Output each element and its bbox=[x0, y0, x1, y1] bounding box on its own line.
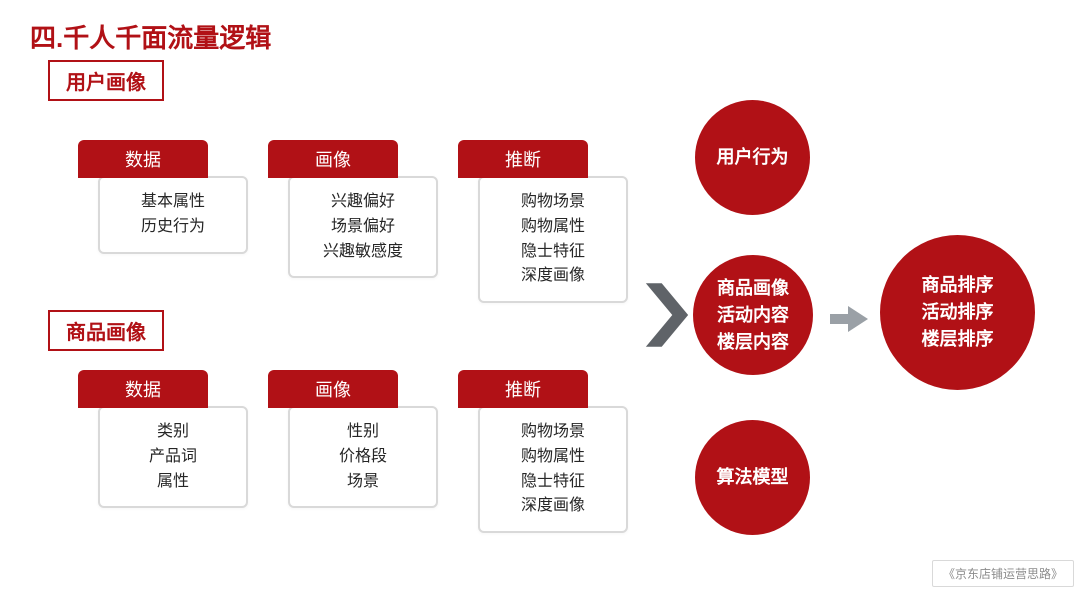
card-line: 历史行为 bbox=[118, 215, 228, 240]
section-label-1: 商品画像 bbox=[48, 310, 164, 351]
card-line: 兴趣敏感度 bbox=[308, 240, 418, 265]
card-group-2: 推断购物场景购物属性隐士特征深度画像 bbox=[458, 140, 628, 303]
card-line: 购物场景 bbox=[498, 190, 608, 215]
circle-node-2: 算法模型 bbox=[695, 420, 810, 535]
card-body: 性别价格段场景 bbox=[288, 406, 438, 508]
circle-line: 算法模型 bbox=[717, 464, 789, 491]
footer-credit: 《京东店铺运营思路》 bbox=[932, 560, 1074, 587]
card-line: 属性 bbox=[118, 470, 228, 495]
circle-line: 楼层内容 bbox=[717, 329, 789, 356]
card-body: 基本属性历史行为 bbox=[98, 176, 248, 254]
card-line: 产品词 bbox=[118, 445, 228, 470]
card-line: 场景偏好 bbox=[308, 215, 418, 240]
card-header: 画像 bbox=[268, 370, 398, 408]
card-line: 价格段 bbox=[308, 445, 418, 470]
section-label-0: 用户画像 bbox=[48, 60, 164, 101]
circle-line: 活动内容 bbox=[717, 302, 789, 329]
card-line: 兴趣偏好 bbox=[308, 190, 418, 215]
card-body: 购物场景购物属性隐士特征深度画像 bbox=[478, 406, 628, 533]
card-line: 类别 bbox=[118, 420, 228, 445]
card-group-3: 数据类别产品词属性 bbox=[78, 370, 248, 508]
card-line: 基本属性 bbox=[118, 190, 228, 215]
circle-node-3: 商品排序活动排序楼层排序 bbox=[880, 235, 1035, 390]
card-header: 推断 bbox=[458, 370, 588, 408]
card-header: 数据 bbox=[78, 140, 208, 178]
card-line: 购物属性 bbox=[498, 445, 608, 470]
chevron-right-icon bbox=[640, 278, 694, 357]
card-group-4: 画像性别价格段场景 bbox=[268, 370, 438, 508]
arrow-right-icon bbox=[830, 304, 870, 339]
card-line: 性别 bbox=[308, 420, 418, 445]
card-body: 兴趣偏好场景偏好兴趣敏感度 bbox=[288, 176, 438, 278]
card-line: 购物场景 bbox=[498, 420, 608, 445]
card-group-1: 画像兴趣偏好场景偏好兴趣敏感度 bbox=[268, 140, 438, 278]
circle-line: 活动排序 bbox=[922, 299, 994, 326]
card-line: 场景 bbox=[308, 470, 418, 495]
card-line: 深度画像 bbox=[498, 264, 608, 289]
card-group-0: 数据基本属性历史行为 bbox=[78, 140, 248, 254]
circle-node-0: 用户行为 bbox=[695, 100, 810, 215]
card-line: 购物属性 bbox=[498, 215, 608, 240]
circle-line: 商品画像 bbox=[717, 275, 789, 302]
card-group-5: 推断购物场景购物属性隐士特征深度画像 bbox=[458, 370, 628, 533]
page-title: 四.千人千面流量逻辑 bbox=[30, 18, 271, 55]
card-body: 类别产品词属性 bbox=[98, 406, 248, 508]
circle-node-1: 商品画像活动内容楼层内容 bbox=[693, 255, 813, 375]
card-line: 深度画像 bbox=[498, 494, 608, 519]
card-header: 推断 bbox=[458, 140, 588, 178]
card-line: 隐士特征 bbox=[498, 240, 608, 265]
card-header: 数据 bbox=[78, 370, 208, 408]
card-body: 购物场景购物属性隐士特征深度画像 bbox=[478, 176, 628, 303]
card-line: 隐士特征 bbox=[498, 470, 608, 495]
circle-line: 楼层排序 bbox=[922, 326, 994, 353]
circle-line: 用户行为 bbox=[717, 144, 789, 171]
circle-line: 商品排序 bbox=[922, 272, 994, 299]
card-header: 画像 bbox=[268, 140, 398, 178]
